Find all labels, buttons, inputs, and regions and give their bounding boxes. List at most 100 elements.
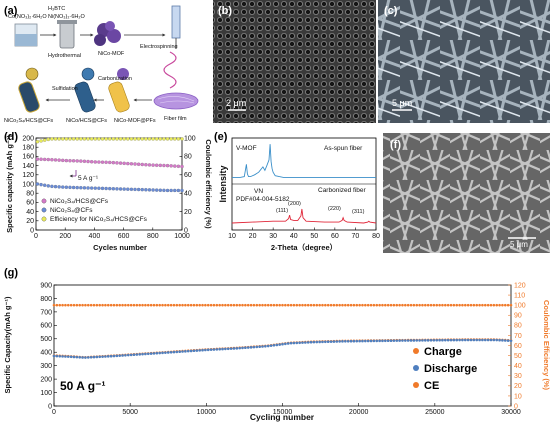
chart-g-point-s2-120: [395, 303, 399, 307]
chart-d-point-s2-37: [169, 137, 173, 141]
sem-image-b: [213, 0, 376, 123]
y-tick-label-g-3: 300: [40, 363, 52, 370]
chart-g-point-s2-70: [252, 303, 256, 307]
chart-g-point-s1-102: [344, 340, 347, 343]
y-right-tick-label-g-3: 30: [514, 373, 522, 380]
chart-g-point-s2-106: [355, 303, 359, 307]
chart-d-point-s2-10: [71, 137, 76, 141]
y-tick-label-d-8: 160: [22, 154, 34, 161]
chart-g-point-s2-115: [381, 303, 384, 307]
y-tick-label-g-8: 800: [40, 296, 52, 303]
chart-d-legend: NiCo₂S₄/HCS@CFs NiCo₂S₄@CFs Efficiency f…: [41, 198, 148, 223]
y-right-tick-label-g-2: 20: [514, 383, 522, 390]
chart-d-point-s2-36: [165, 137, 170, 141]
x-tick-label-e-3: 40: [290, 233, 298, 240]
chart-d-point-s0-3: [46, 157, 51, 162]
chart-g-point-s1-89: [306, 341, 310, 344]
chart-g-point-s2-51: [198, 303, 201, 307]
chart-g-point-s2-112: [372, 303, 376, 307]
x-tick-label-d-1: 200: [59, 233, 71, 240]
panel-g: (g) 0 5000 10000 15000 20000 25000 30000010020…: [3, 267, 550, 422]
chart-g-point-s2-110: [366, 303, 370, 307]
chart-g-point-s1-58: [218, 347, 221, 351]
chart-g-point-s1-23: [118, 354, 121, 357]
chart-g-point-s1-40: [166, 351, 170, 354]
chart-g-point-s2-59: [221, 303, 224, 307]
chart-g-point-s2-24: [121, 303, 124, 307]
y-right-tick-label-d-0: 0: [184, 227, 188, 234]
chart-g-point-s2-74: [264, 303, 267, 307]
chart-g-point-s1-2: [58, 354, 62, 358]
peak-200: (200): [288, 201, 301, 207]
chart-d-point-s2-31: [147, 137, 152, 141]
chart-g-point-s2-54: [206, 303, 210, 307]
chart-d-point-s0-18: [100, 160, 105, 164]
chart-g-point-s2-76: [269, 303, 273, 307]
chart-g-point-s2-7: [72, 303, 76, 307]
chart-g-point-s1-133: [432, 338, 436, 342]
chart-g-point-s2-73: [261, 303, 264, 307]
chart-d-ylabel: Specific capacity (mAh g⁻¹): [5, 135, 14, 233]
chart-g-point-s1-1: [55, 354, 59, 358]
chart-e-line-s0: [232, 144, 376, 178]
chart-g-point-s1-21: [112, 354, 116, 358]
chart-g-point-s1-158: [503, 339, 507, 342]
panel-b-label: (b): [218, 5, 232, 17]
chart-g-point-s1-110: [366, 339, 370, 343]
chart-g-point-s1-129: [421, 339, 424, 342]
chart-g-point-s1-93: [318, 340, 321, 344]
annot-vn: VN: [254, 188, 263, 195]
chart-d-point-s0-21: [111, 160, 116, 165]
chart-g-point-s2-71: [255, 303, 259, 307]
chart-g-point-s1-111: [369, 339, 373, 343]
chart-d-point-s2-5: [53, 137, 58, 141]
chart-d-point-s2-6: [57, 137, 61, 141]
chart-g-point-s1-68: [246, 346, 250, 349]
chart-g-point-s1-50: [195, 349, 199, 352]
chart-g-point-s2-11: [84, 303, 87, 307]
chart-g-point-s2-126: [412, 303, 416, 307]
y-tick-label-d-5: 100: [22, 181, 34, 188]
chart-g-point-s1-27: [129, 353, 133, 357]
product-1: NiCo₂S₄/HCS@CFs: [4, 118, 53, 124]
x-tick-label-d-4: 800: [147, 233, 159, 240]
chart-g-point-s1-145: [466, 338, 470, 342]
chart-g-point-s2-80: [281, 303, 284, 307]
chart-g-point-s2-2: [58, 303, 62, 307]
chart-g-point-s2-148: [475, 303, 479, 307]
chart-g-point-s2-40: [166, 303, 170, 307]
chart-g-point-s1-153: [489, 338, 493, 342]
x-tick-label-d-0: 0: [34, 233, 38, 240]
chem-left: Co(NO₃)₂·6H₂O: [8, 14, 47, 20]
chart-g-point-s1-80: [281, 342, 284, 346]
chart-g-point-s2-66: [241, 303, 244, 307]
panel-a-label: (a): [4, 5, 18, 17]
chart-g-point-s2-109: [364, 303, 367, 307]
chart-g-point-s1-83: [289, 341, 293, 345]
chart-d-point-s2-24: [122, 137, 126, 141]
chart-g-point-s2-42: [172, 303, 176, 307]
chart-g-point-s2-45: [181, 303, 184, 307]
chart-g-point-s2-89: [306, 303, 310, 307]
chart-d-point-s0-40: [180, 164, 184, 169]
chart-g-point-s1-59: [221, 347, 224, 351]
y-right-tick-label-g-12: 120: [514, 282, 526, 289]
chart-d-point-s2-0: [35, 139, 40, 144]
chart-g-point-s2-82: [286, 303, 290, 307]
chart-g-point-s2-154: [492, 303, 496, 307]
y-right-tick-label-g-0: 0: [514, 403, 518, 410]
legend-g-label-0: Charge: [424, 346, 462, 358]
chart-d-point-s0-0: [35, 157, 40, 161]
chart-d-point-s0-6: [57, 158, 61, 162]
chart-d-point-s2-7: [61, 137, 65, 141]
chart-g-point-s1-159: [506, 339, 510, 342]
chart-d-point-s0-33: [155, 163, 159, 167]
chart-d-point-s2-38: [173, 137, 177, 141]
chart-d-point-s1-20: [108, 186, 112, 191]
chart-g-point-s2-118: [389, 303, 393, 307]
chart-g-point-s1-49: [192, 349, 196, 353]
chart-g-point-s1-73: [261, 345, 264, 348]
chart-d-xlabel: Cycles number: [93, 243, 147, 252]
scale-bar-c-label: 5 μm: [392, 98, 412, 108]
chart-g-point-s1-154: [492, 338, 496, 342]
